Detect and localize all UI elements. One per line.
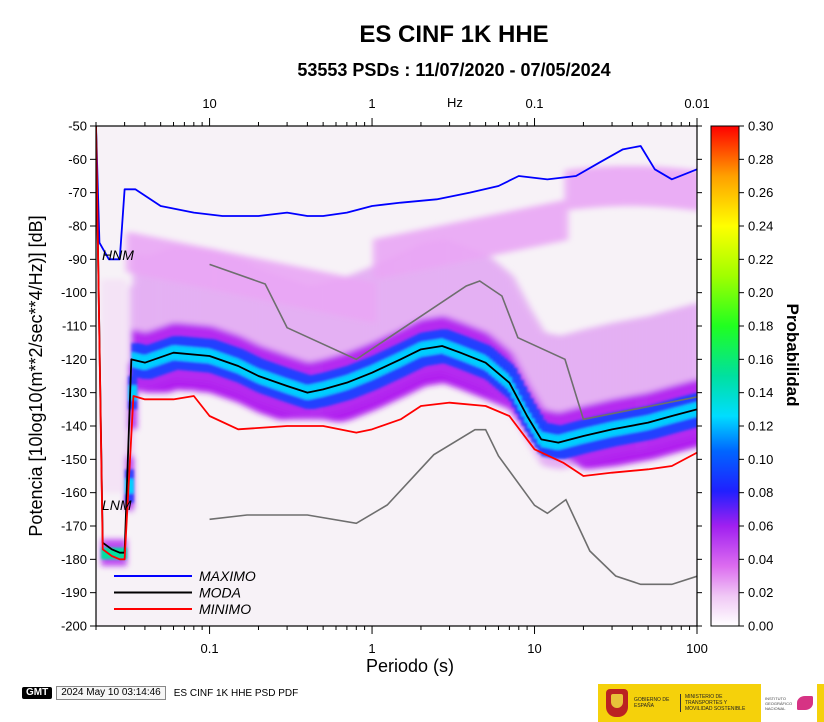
- y-tick-label: -90: [68, 252, 87, 267]
- density-low-peak-cell: [101, 547, 127, 560]
- colorbar-ticks: 0.00 0.02 0.04 0.06 0.08 0.10 0.12 0.14 0.16 0.18…: [739, 119, 773, 634]
- statistic-lines: [96, 126, 697, 561]
- y-tick-label: -50: [68, 119, 87, 134]
- lnm-label: LNM: [102, 497, 132, 513]
- y-tick-label: -200: [61, 619, 87, 634]
- colorbar-tick-label: 0.00: [748, 619, 773, 634]
- ign-logo: INSTITUTO GEOGRÁFICO NACIONAL: [761, 684, 817, 722]
- top-tick-label: 1: [368, 96, 375, 111]
- top-tick-label: 0.1: [525, 96, 543, 111]
- reference-line-hnm: [209, 263, 697, 421]
- plot-area: -50 -60 -70 -80 -90 -100 -110 -120 -130 -140 -150 -…: [26, 95, 710, 676]
- y-tick-label: -100: [61, 285, 87, 300]
- colorbar-label: Probabilidad: [783, 304, 802, 407]
- y-tick-label: -120: [61, 352, 87, 367]
- density-halo-cell: [693, 303, 697, 437]
- top-tick-label: 0.01: [684, 96, 709, 111]
- colorbar-tick-label: 0.24: [748, 219, 773, 234]
- y-tick-label: -180: [61, 552, 87, 567]
- colorbar-tick-label: 0.06: [748, 519, 773, 534]
- noise-model-curves: [209, 263, 697, 586]
- y-tick-label: -60: [68, 152, 87, 167]
- footer-stamp: GMT 2024 May 10 03:14:46 ES CINF 1K HHE …: [22, 686, 298, 700]
- density-upper-cell: [693, 170, 697, 211]
- x-tick-label: 0.1: [201, 641, 219, 656]
- colorbar: 0.00 0.02 0.04 0.06 0.08 0.10 0.12 0.14 0.16 0.18…: [710, 119, 802, 634]
- plot-frame: [95, 125, 698, 627]
- y-tick-label: -70: [68, 185, 87, 200]
- colorbar-tick-label: 0.16: [748, 352, 773, 367]
- colorbar-tick-label: 0.08: [748, 485, 773, 500]
- colorbar-tick-label: 0.22: [748, 252, 773, 267]
- x-axis-ticks: 0.1 1 10 100: [95, 626, 708, 656]
- y-tick-label: -150: [61, 452, 87, 467]
- chart-title: ES CINF 1K HHE: [359, 21, 548, 48]
- x-tick-label: 100: [686, 641, 708, 656]
- colorbar-tick-label: 0.28: [748, 152, 773, 167]
- series-line-moda: [96, 126, 697, 554]
- colorbar-tick-label: 0.14: [748, 385, 773, 400]
- y-tick-label: -110: [62, 319, 87, 334]
- y-tick-label: -160: [61, 485, 87, 500]
- legend-label: MODA: [199, 585, 241, 601]
- legend-label: MINIMO: [199, 601, 251, 617]
- logo-text-ministry: MINISTERIO DE TRANSPORTES Y MOVILIDAD SO…: [680, 694, 755, 712]
- y-tick-label: -130: [61, 385, 87, 400]
- chart-subtitle: 53553 PSDs : 11/07/2020 - 07/05/2024: [297, 60, 610, 80]
- density-upper-cell: [560, 200, 570, 241]
- y-tick-label: -190: [61, 585, 87, 600]
- institution-logos: GOBIERNO DE ESPAÑA MINISTERIO DE TRANSPO…: [598, 684, 824, 722]
- logo-text-ign: INSTITUTO GEOGRÁFICO NACIONAL: [765, 695, 793, 711]
- footer-caption: ES CINF 1K HHE PSD PDF: [173, 687, 299, 699]
- y-axis-label: Potencia [10log10(m**2/sec**4/Hz)] [dB]: [26, 215, 46, 536]
- y-tick-label: -140: [61, 419, 87, 434]
- coat-of-arms-icon: [606, 689, 628, 717]
- ign-bird-icon: [797, 696, 813, 710]
- top-axis-label: Hz: [447, 95, 463, 110]
- logo-text-government: GOBIERNO DE ESPAÑA: [634, 697, 670, 709]
- x-tick-label: 1: [368, 641, 375, 656]
- psd-pdf-chart: ES CINF 1K HHE 53553 PSDs : 11/07/2020 -…: [26, 21, 802, 676]
- colorbar-tick-label: 0.10: [748, 452, 773, 467]
- x-tick-label: 10: [527, 641, 541, 656]
- top-tick-label: 10: [202, 96, 216, 111]
- colorbar-tick-label: 0.30: [748, 119, 773, 134]
- colorbar-tick-label: 0.26: [748, 185, 773, 200]
- density-halo-cell: [124, 379, 134, 513]
- hnm-label: HNM: [102, 247, 134, 263]
- legend-label: MAXIMO: [199, 568, 256, 584]
- y-axis-ticks: -50 -60 -70 -80 -90 -100 -110 -120 -130 -140 -150 -…: [61, 119, 702, 634]
- colorbar-tick-label: 0.12: [748, 419, 773, 434]
- colorbar-tick-label: 0.20: [748, 285, 773, 300]
- colorbar-tick-label: 0.02: [748, 585, 773, 600]
- y-tick-label: -170: [61, 519, 87, 534]
- series-line-minimo: [96, 126, 697, 561]
- colorbar-gradient: [710, 125, 740, 627]
- timestamp: 2024 May 10 03:14:46: [56, 686, 166, 700]
- density-low-halo-cell: [101, 279, 127, 493]
- reference-line-lnm: [209, 428, 697, 586]
- top-axis-ticks: 10 1 0.1 0.01: [95, 96, 710, 126]
- y-tick-label: -80: [68, 219, 87, 234]
- gmt-badge: GMT: [22, 687, 53, 699]
- x-axis-label: Periodo (s): [366, 656, 454, 676]
- density-upper-cell: [368, 282, 378, 323]
- series-line-maximo: [96, 126, 697, 261]
- colorbar-tick-label: 0.04: [748, 552, 773, 567]
- density-peak-cell: [128, 385, 138, 401]
- colorbar-tick-label: 0.18: [748, 319, 773, 334]
